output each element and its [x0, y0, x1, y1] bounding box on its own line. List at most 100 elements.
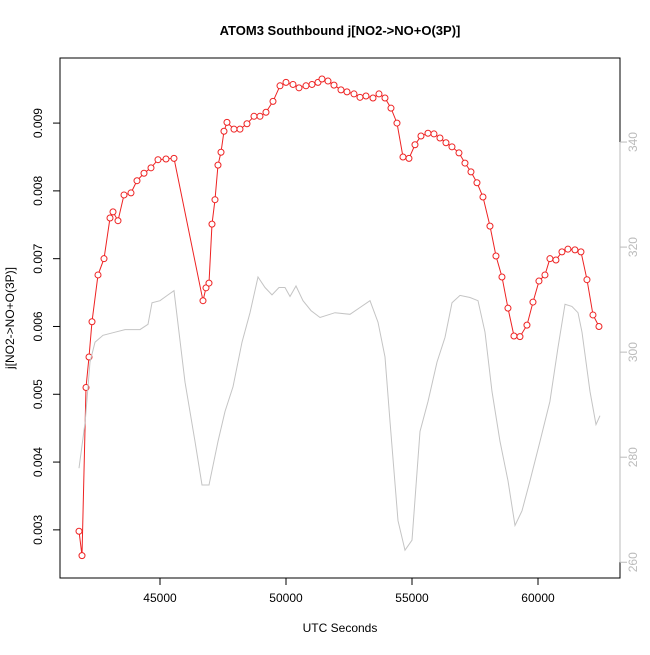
data-point: [356, 93, 364, 101]
data-point: [595, 322, 603, 330]
data-point: [430, 130, 438, 138]
data-point: [170, 154, 178, 162]
x-axis-label: UTC Seconds: [303, 621, 378, 635]
data-point: [205, 279, 213, 287]
data-point: [114, 217, 122, 225]
y-tick-label: 0.004: [31, 447, 45, 477]
data-point: [436, 134, 444, 142]
y2-tick-label: 280: [626, 447, 640, 467]
data-point: [552, 256, 560, 264]
x-tick-label: 50000: [269, 591, 303, 605]
data-point: [571, 246, 579, 254]
data-point: [330, 81, 338, 89]
data-point: [88, 318, 96, 326]
y2-tick-label: 260: [626, 552, 640, 572]
data-point: [78, 552, 86, 560]
data-point: [343, 88, 351, 96]
data-point: [369, 94, 377, 102]
data-point: [589, 311, 597, 319]
data-point: [350, 90, 358, 98]
data-point: [243, 120, 251, 128]
data-point: [393, 119, 401, 127]
data-point: [504, 304, 512, 312]
data-point: [162, 155, 170, 163]
data-point: [106, 214, 114, 222]
series-line: [78, 275, 601, 552]
data-point: [295, 84, 303, 92]
x-tick-label: 55000: [395, 591, 429, 605]
data-point: [362, 92, 370, 100]
data-point: [479, 193, 487, 201]
data-point: [127, 189, 135, 197]
data-point: [109, 208, 117, 216]
data-point: [236, 125, 244, 133]
data-point: [318, 75, 326, 83]
data-point: [535, 277, 543, 285]
data-point: [492, 252, 500, 260]
data-point: [529, 298, 537, 306]
data-point: [541, 271, 549, 279]
data-point: [100, 255, 108, 263]
x-tick-label: 60000: [521, 591, 555, 605]
data-point: [223, 118, 231, 126]
data-point: [147, 164, 155, 172]
data-point: [577, 248, 585, 256]
data-point: [208, 220, 216, 228]
data-point: [473, 179, 481, 187]
y-tick-label: 0.005: [31, 379, 45, 409]
data-point: [282, 78, 290, 86]
data-point: [276, 82, 284, 90]
data-point: [324, 77, 332, 85]
data-point: [289, 80, 297, 88]
y-tick-label: 0.008: [31, 176, 45, 206]
data-point: [442, 139, 450, 147]
data-point: [230, 125, 238, 133]
data-point: [220, 127, 228, 135]
data-point: [94, 271, 102, 279]
y-tick-label: 0.009: [31, 108, 45, 138]
data-point: [375, 90, 383, 98]
y2-tick-label: 320: [626, 237, 640, 257]
y2-tick-label: 340: [626, 132, 640, 152]
data-point: [387, 104, 395, 112]
data-point: [399, 153, 407, 161]
y-tick-label: 0.006: [31, 311, 45, 341]
data-point: [558, 248, 566, 256]
data-point: [564, 245, 572, 253]
data-point: [510, 332, 518, 340]
data-point: [516, 333, 524, 341]
data-point: [455, 149, 463, 157]
data-point: [262, 108, 270, 116]
data-point: [417, 132, 425, 140]
data-point: [448, 143, 456, 151]
data-point: [308, 80, 316, 88]
data-point: [75, 527, 83, 535]
data-point: [498, 273, 506, 281]
y-axis-label: j[NO2->NO+O(3P)]: [3, 267, 17, 370]
y2-tick-label: 300: [626, 342, 640, 362]
data-point: [583, 276, 591, 284]
data-point: [523, 321, 531, 329]
chart-title: ATOM3 Southbound j[NO2->NO+O(3P)]: [220, 23, 461, 38]
data-point: [211, 196, 219, 204]
data-point: [461, 159, 469, 167]
data-point: [467, 168, 475, 176]
data-point: [405, 154, 413, 162]
x-tick-label: 45000: [143, 591, 177, 605]
y-tick-label: 0.007: [31, 243, 45, 273]
data-point: [120, 191, 128, 199]
data-point: [411, 141, 419, 149]
data-point: [133, 177, 141, 185]
data-point: [486, 222, 494, 230]
data-point: [256, 112, 264, 120]
data-point: [302, 82, 310, 90]
data-point: [337, 86, 345, 94]
data-point: [250, 112, 258, 120]
data-point: [199, 297, 207, 305]
y-tick-label: 0.003: [31, 515, 45, 545]
data-point: [140, 169, 148, 177]
data-point: [269, 97, 277, 105]
data-point: [424, 129, 432, 137]
